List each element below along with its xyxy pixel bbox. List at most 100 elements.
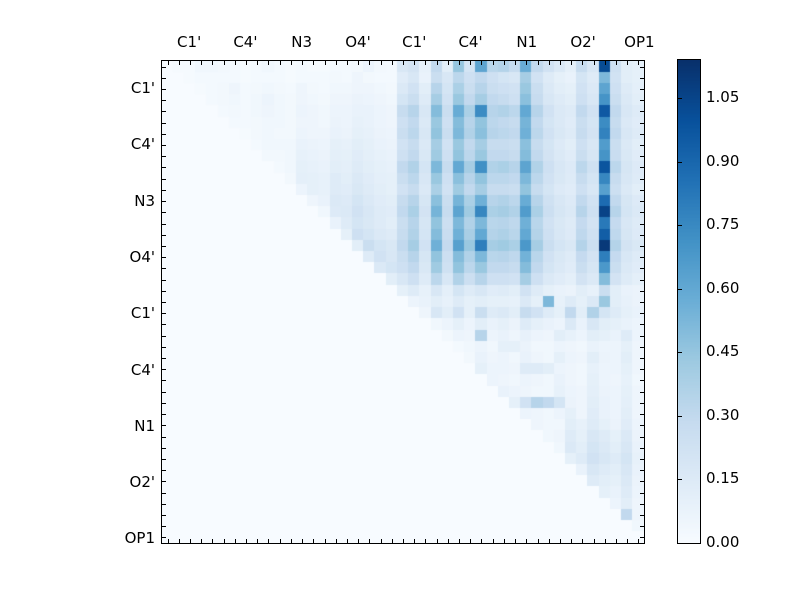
x-tick-mark — [593, 539, 595, 543]
y-axis-label-2: N3 — [134, 191, 155, 210]
y-tick-mark — [640, 425, 644, 427]
y-tick-mark — [640, 346, 644, 348]
y-tick-mark — [640, 66, 644, 68]
y-tick-mark — [162, 447, 166, 449]
y-axis-label-4: C1' — [130, 304, 155, 323]
x-tick-mark — [313, 539, 315, 543]
y-tick-mark — [640, 447, 644, 449]
y-tick-mark — [640, 391, 644, 393]
y-tick-mark — [640, 514, 644, 516]
x-tick-mark — [515, 61, 517, 65]
y-tick-mark — [640, 212, 644, 214]
x-tick-mark — [346, 61, 348, 65]
x-tick-mark — [503, 539, 505, 543]
x-tick-mark — [403, 539, 404, 543]
x-tick-mark — [234, 61, 236, 65]
y-tick-mark — [162, 257, 166, 259]
y-tick-mark — [162, 425, 166, 427]
x-tick-mark — [324, 539, 326, 543]
x-axis-label-4: C1' — [402, 33, 427, 51]
x-axis-label-1: C4' — [233, 33, 258, 51]
y-tick-mark — [162, 369, 166, 371]
y-tick-mark — [162, 212, 166, 214]
y-tick-mark — [162, 324, 166, 326]
y-tick-mark — [640, 279, 644, 281]
x-tick-mark — [492, 61, 494, 65]
y-tick-mark — [162, 481, 166, 483]
y-tick-mark — [162, 503, 166, 505]
x-tick-mark — [212, 61, 214, 65]
y-tick-mark — [640, 324, 644, 326]
y-tick-mark — [640, 77, 644, 79]
colorbar-label-3: 0.45 — [706, 342, 740, 361]
y-tick-mark — [162, 77, 166, 79]
y-tick-mark — [162, 470, 166, 472]
y-tick-mark — [640, 358, 644, 360]
x-tick-mark — [582, 539, 584, 543]
x-axis-label-8: OP1 — [624, 33, 655, 51]
heatmap-axes[interactable] — [161, 60, 645, 544]
y-tick-mark — [640, 526, 644, 528]
x-tick-mark — [414, 61, 416, 65]
colorbar-label-7: 1.05 — [706, 88, 740, 107]
x-tick-mark — [559, 61, 561, 65]
y-tick-mark — [640, 201, 644, 203]
y-tick-mark — [162, 245, 166, 247]
y-tick-mark — [162, 313, 166, 315]
y-tick-mark — [162, 234, 166, 236]
x-tick-mark — [324, 61, 326, 65]
x-tick-mark — [627, 61, 629, 65]
x-tick-mark — [515, 539, 517, 543]
x-tick-mark — [346, 539, 348, 543]
y-tick-mark — [640, 178, 644, 180]
x-tick-mark — [167, 539, 169, 543]
y-tick-mark — [640, 100, 644, 102]
x-tick-mark — [380, 539, 382, 543]
y-tick-mark — [162, 537, 166, 539]
x-tick-mark — [257, 539, 259, 543]
y-tick-mark — [640, 470, 644, 472]
y-tick-mark — [640, 234, 644, 236]
y-tick-mark — [640, 481, 644, 483]
x-tick-mark — [212, 539, 214, 543]
x-tick-mark — [380, 61, 382, 65]
x-axis-label-2: N3 — [291, 33, 313, 51]
heatmap-image[interactable] — [162, 61, 644, 543]
x-tick-mark — [447, 61, 449, 65]
x-tick-mark — [391, 61, 393, 65]
x-axis-label-3: O4' — [345, 33, 371, 51]
y-tick-mark — [640, 268, 644, 270]
colorbar-tick-mark — [678, 98, 682, 100]
y-tick-mark — [162, 290, 166, 292]
y-tick-mark — [162, 66, 166, 68]
x-tick-mark — [470, 61, 472, 65]
x-tick-mark — [526, 539, 528, 543]
colorbar[interactable] — [677, 59, 701, 544]
y-tick-mark — [162, 302, 166, 303]
colorbar-tick-mark — [678, 543, 682, 544]
y-tick-mark — [640, 290, 644, 292]
x-tick-mark — [436, 61, 438, 65]
x-tick-mark — [481, 61, 483, 65]
y-tick-mark — [640, 111, 644, 113]
colorbar-label-0: 0.00 — [706, 533, 740, 551]
x-tick-mark — [167, 61, 169, 65]
x-tick-mark — [403, 61, 404, 65]
x-tick-mark — [470, 539, 472, 543]
y-tick-mark — [162, 346, 166, 348]
y-tick-mark — [640, 335, 644, 337]
y-axis-label-8: OP1 — [124, 529, 155, 548]
x-tick-mark — [571, 539, 573, 543]
x-tick-mark — [615, 61, 617, 65]
x-tick-mark — [246, 61, 248, 65]
y-tick-mark — [640, 245, 644, 247]
x-tick-mark — [615, 539, 617, 543]
x-tick-mark — [638, 539, 640, 543]
x-tick-mark — [425, 61, 427, 65]
colorbar-tick-mark — [678, 415, 682, 417]
y-tick-mark — [162, 100, 166, 102]
x-tick-mark — [481, 539, 483, 543]
y-tick-mark — [640, 257, 644, 259]
x-tick-mark — [178, 61, 180, 65]
x-axis-label-0: C1' — [177, 33, 202, 51]
